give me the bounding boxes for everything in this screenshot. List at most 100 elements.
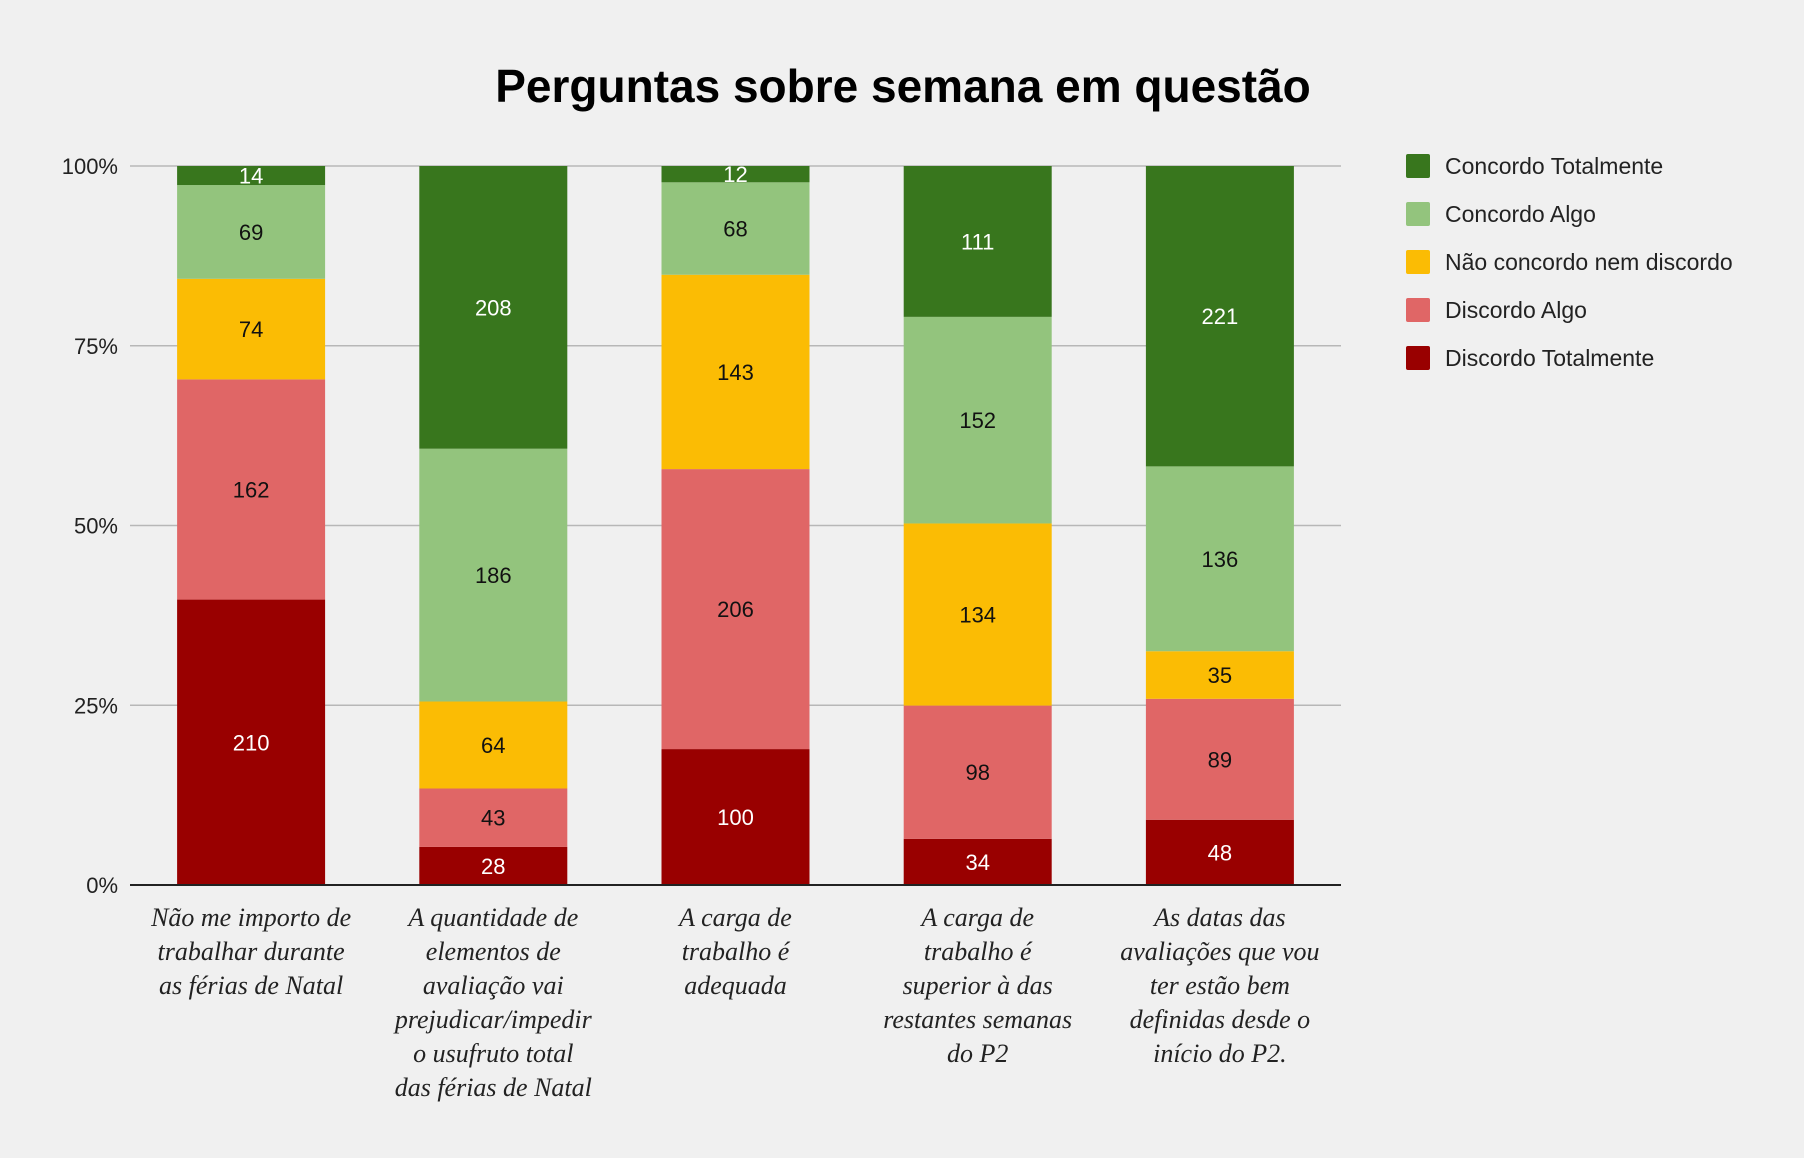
category-label: A quantidade de elementos de avaliação vai… bbox=[393, 903, 593, 1102]
x-axis: Não me importo de trabalhar durante as fér… bbox=[130, 884, 1341, 1102]
data-label: 28 bbox=[481, 854, 505, 879]
legend-item: Discordo Totalmente bbox=[1406, 345, 1654, 371]
bar-segment bbox=[903, 523, 1052, 706]
category-label-line: restantes semanas bbox=[883, 1005, 1072, 1034]
bar-segment bbox=[661, 469, 810, 750]
legend-swatch bbox=[1406, 298, 1430, 322]
bar-segment bbox=[661, 274, 810, 470]
bar-segment bbox=[1145, 466, 1294, 652]
y-axis: 0% 25% 50% 75% 100% bbox=[62, 154, 118, 898]
bar-segment bbox=[1145, 166, 1294, 467]
legend-item: Não concordo nem discordo bbox=[1406, 249, 1733, 275]
category-label-line: A quantidade de bbox=[406, 903, 578, 932]
legend-label: Concordo Algo bbox=[1445, 201, 1596, 227]
data-label: 136 bbox=[1202, 547, 1239, 572]
category-label-line: trabalhar durante bbox=[158, 937, 345, 966]
data-label: 34 bbox=[965, 850, 989, 875]
category-label-line: o usufruto total bbox=[413, 1039, 573, 1068]
data-label: 208 bbox=[475, 295, 512, 320]
data-label: 152 bbox=[959, 408, 996, 433]
category-label-line: do P2 bbox=[947, 1039, 1008, 1068]
category-label-line: As datas das bbox=[1152, 903, 1285, 932]
category-label-line: das férias de Natal bbox=[395, 1073, 592, 1102]
data-label: 35 bbox=[1208, 663, 1232, 688]
bar-group: 48 89 35 136 221 bbox=[1145, 166, 1294, 885]
data-label: 143 bbox=[717, 360, 754, 385]
bar-group: 34 98 134 152 111 bbox=[903, 166, 1052, 885]
y-tick-label: 75% bbox=[74, 334, 118, 359]
legend-swatch bbox=[1406, 250, 1430, 274]
category-label-line: Não me importo de bbox=[150, 903, 351, 932]
bar-segment bbox=[903, 166, 1052, 317]
category-label: Não me importo de trabalhar durante as fér… bbox=[150, 903, 351, 1000]
bars: 210 162 74 69 14 28 43 64 186 208 100 206 143 68 12 34 9… bbox=[177, 162, 1294, 885]
bar-segment bbox=[177, 278, 326, 380]
category-label-line: trabalho é bbox=[682, 937, 791, 966]
data-label: 89 bbox=[1208, 747, 1232, 772]
bar-segment bbox=[903, 316, 1052, 524]
category-label-line: avaliação vai bbox=[423, 971, 564, 1000]
legend: Concordo Totalmente Concordo Algo Não conc… bbox=[1406, 153, 1733, 371]
bar-segment bbox=[419, 846, 568, 885]
data-label: 100 bbox=[717, 805, 754, 830]
category-label-line: A carga de bbox=[919, 903, 1034, 932]
data-label: 74 bbox=[239, 317, 263, 342]
category-label-line: as férias de Natal bbox=[159, 971, 343, 1000]
category-label: As datas das avaliações que vou ter estão … bbox=[1120, 903, 1319, 1068]
legend-label: Concordo Totalmente bbox=[1445, 153, 1663, 179]
category-label-line: início do P2. bbox=[1153, 1039, 1287, 1068]
bar-segment bbox=[1145, 819, 1294, 885]
bar-group: 100 206 143 68 12 bbox=[661, 162, 810, 885]
legend-item: Concordo Totalmente bbox=[1406, 153, 1663, 179]
bar-segment bbox=[1145, 698, 1294, 820]
data-label: 48 bbox=[1208, 840, 1232, 865]
data-label: 98 bbox=[965, 760, 989, 785]
data-label: 210 bbox=[233, 730, 270, 755]
data-label: 221 bbox=[1202, 304, 1239, 329]
category-label: A carga de trabalho é superior à das restan… bbox=[883, 903, 1072, 1068]
bar-segment bbox=[661, 166, 810, 183]
data-label: 111 bbox=[961, 229, 994, 254]
data-label: 186 bbox=[475, 563, 512, 588]
category-label-line: ter estão bem bbox=[1150, 971, 1290, 1000]
legend-swatch bbox=[1406, 346, 1430, 370]
data-label: 43 bbox=[481, 806, 505, 831]
category-label-line: A carga de bbox=[677, 903, 792, 932]
category-label-line: prejudicar/impedir bbox=[393, 1005, 593, 1034]
category-label-line: adequada bbox=[684, 971, 787, 1000]
legend-item: Discordo Algo bbox=[1406, 297, 1587, 323]
data-label: 134 bbox=[959, 603, 996, 628]
legend-label: Discordo Algo bbox=[1445, 297, 1587, 323]
legend-label: Não concordo nem discordo bbox=[1445, 249, 1733, 275]
y-tick-label: 25% bbox=[74, 693, 118, 718]
bar-segment bbox=[903, 705, 1052, 839]
data-label: 14 bbox=[239, 164, 263, 189]
category-label-line: avaliações que vou bbox=[1120, 937, 1319, 966]
bar-segment bbox=[903, 838, 1052, 885]
legend-item: Concordo Algo bbox=[1406, 201, 1596, 227]
category-label: A carga de trabalho é adequada bbox=[677, 903, 792, 1000]
legend-swatch bbox=[1406, 154, 1430, 178]
bar-segment bbox=[419, 701, 568, 789]
y-tick-label: 100% bbox=[62, 154, 118, 179]
bar-segment bbox=[1145, 651, 1294, 699]
bar-segment bbox=[177, 185, 326, 279]
y-tick-label: 50% bbox=[74, 514, 118, 539]
y-tick-label: 0% bbox=[86, 873, 118, 898]
bar-segment bbox=[177, 166, 326, 186]
bar-segment bbox=[177, 379, 326, 600]
bar-segment bbox=[177, 599, 326, 885]
bar-segment bbox=[419, 448, 568, 702]
data-label: 162 bbox=[233, 477, 270, 502]
bar-segment bbox=[661, 749, 810, 885]
bar-group: 28 43 64 186 208 bbox=[419, 166, 568, 885]
bar-segment bbox=[661, 182, 810, 275]
chart-title: Perguntas sobre semana em questão bbox=[495, 60, 1311, 112]
data-label: 12 bbox=[723, 162, 747, 187]
category-label-line: elementos de bbox=[426, 937, 561, 966]
category-label-line: definidas desde o bbox=[1130, 1005, 1311, 1034]
bar-group: 210 162 74 69 14 bbox=[177, 164, 326, 885]
bar-segment bbox=[419, 788, 568, 847]
legend-label: Discordo Totalmente bbox=[1445, 345, 1654, 371]
